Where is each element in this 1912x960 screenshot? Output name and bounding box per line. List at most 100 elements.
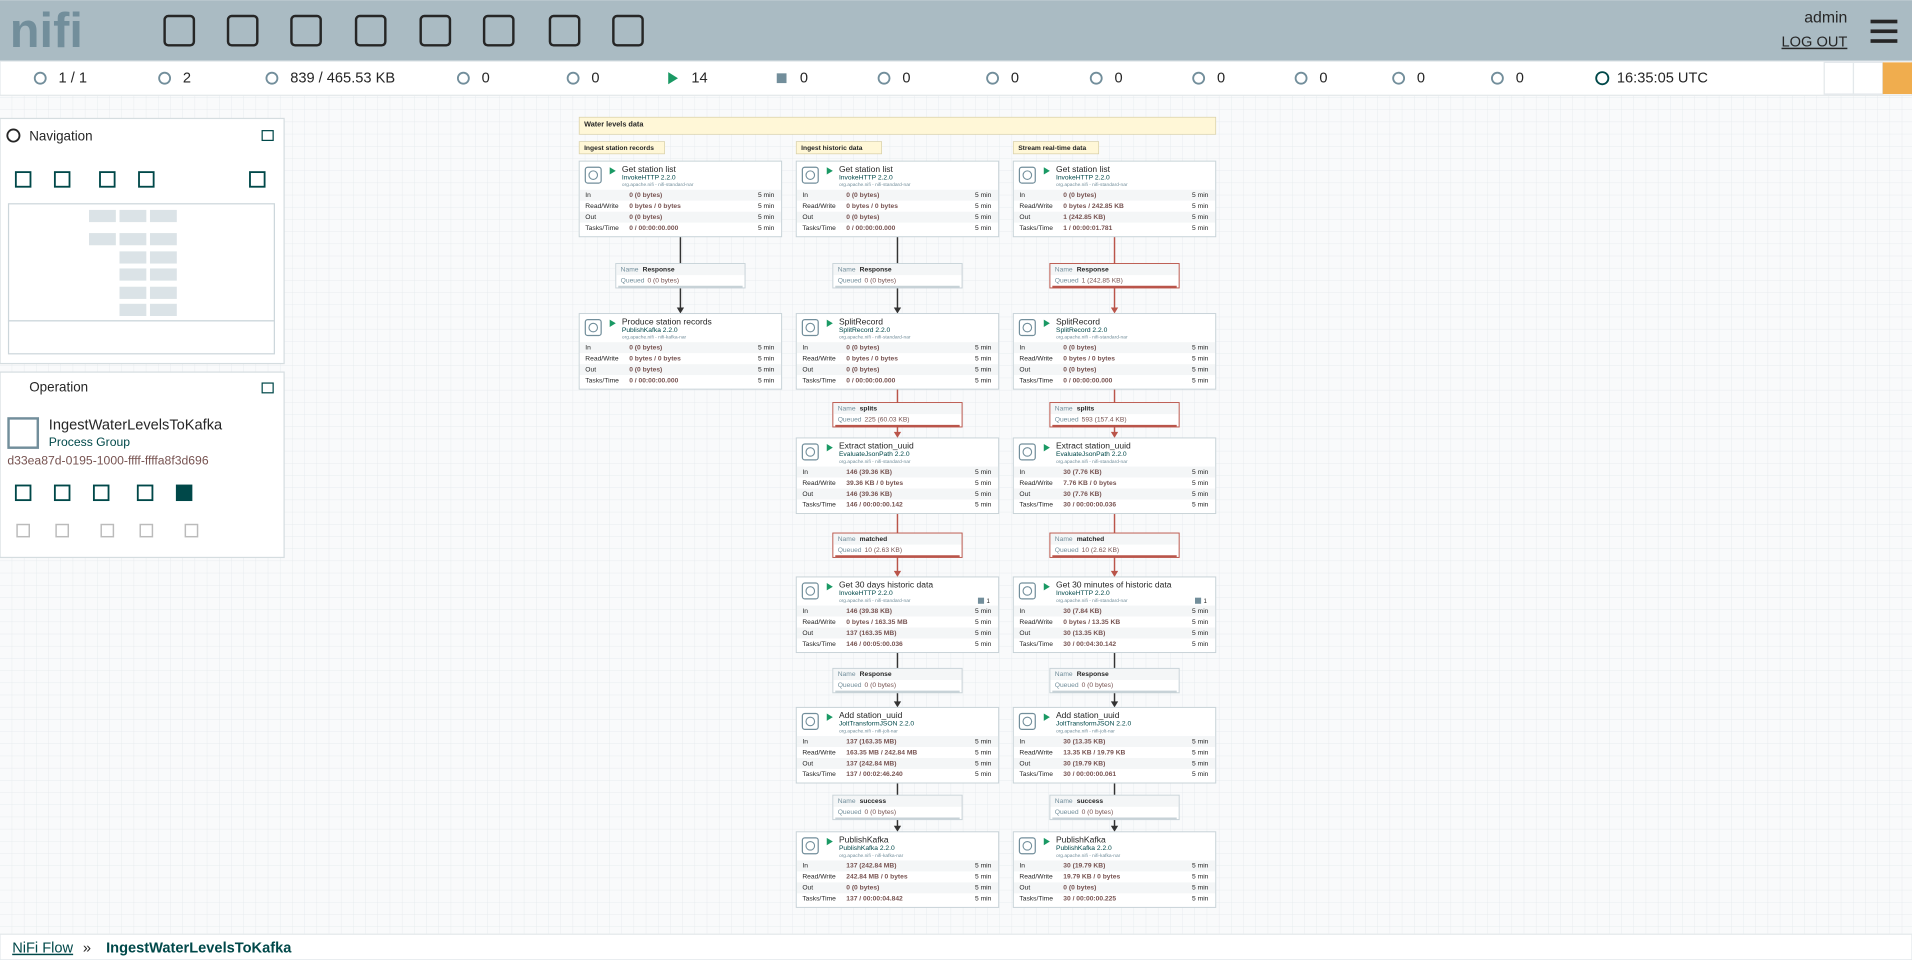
toolbar-button[interactable]	[290, 14, 322, 47]
operation-button[interactable]	[53, 484, 71, 502]
stat-row	[796, 616, 999, 628]
operation-button[interactable]	[92, 484, 110, 502]
stat-window: 5 min	[1192, 366, 1209, 373]
stat-label: Out	[802, 214, 813, 221]
stat-row	[1013, 466, 1216, 478]
connection-field: Name	[838, 405, 856, 412]
toolbar-button[interactable]	[163, 14, 196, 47]
collapse-button[interactable]	[261, 382, 274, 394]
stat-value: 0 (0 bytes)	[1063, 885, 1096, 892]
menu-button[interactable]	[1870, 19, 1898, 43]
stat-label: In	[1019, 469, 1025, 476]
stat-window: 5 min	[1192, 469, 1209, 476]
operation-button[interactable]	[16, 523, 30, 538]
stat-label: Out	[585, 214, 596, 221]
stat-window: 5 min	[758, 366, 775, 373]
group-label[interactable]	[578, 141, 665, 155]
processor-bundle: org.apache.nifi - nifi-standard-nar	[622, 182, 694, 188]
connection-name: Response	[1077, 266, 1109, 273]
connection-queued: 0 (0 bytes)	[865, 682, 897, 689]
stat-row	[796, 882, 999, 894]
stat-row	[1013, 638, 1216, 650]
nav-button[interactable]	[249, 171, 266, 188]
stat-row	[796, 758, 999, 769]
collapse-button[interactable]	[261, 130, 274, 142]
stat-window: 5 min	[975, 641, 992, 648]
stat-label: In	[802, 344, 808, 351]
flow-config-button[interactable]	[1882, 62, 1912, 95]
toolbar-button[interactable]	[548, 14, 581, 47]
processor-type: InvokeHTTP 2.2.0	[839, 174, 893, 181]
search-button[interactable]	[1823, 61, 1855, 95]
connection-arrow	[1110, 701, 1119, 708]
operation-button[interactable]	[139, 523, 154, 538]
stat-row	[1013, 627, 1216, 639]
connection-field: Name	[1055, 266, 1073, 273]
status-icon	[1294, 71, 1308, 85]
stat-window: 5 min	[1192, 502, 1209, 509]
stat-value: 30 (7.76 KB)	[1063, 469, 1101, 476]
stat-label: Tasks/Time	[1019, 377, 1053, 384]
processor-icon-detail	[805, 322, 816, 333]
breadcrumb-root[interactable]: NiFi Flow	[12, 941, 73, 957]
stat-window: 5 min	[975, 344, 992, 351]
nav-button[interactable]	[14, 171, 32, 188]
processor-name: Add station_uuid	[1056, 710, 1120, 720]
stat-row	[796, 364, 999, 376]
processor-type: InvokeHTTP 2.2.0	[1056, 590, 1110, 597]
bulletin-button[interactable]	[1852, 61, 1884, 95]
toolbar-button[interactable]	[612, 14, 644, 47]
processor-bundle: org.apache.nifi - nifi-standard-nar	[1056, 335, 1128, 341]
processor-bundle: org.apache.nifi - nifi-jolt-nar	[1056, 728, 1115, 734]
run-status	[1043, 319, 1050, 327]
processor-icon	[584, 319, 602, 337]
stat-value: 1 / 00:00:01.781	[1063, 225, 1112, 232]
toolbar-button[interactable]	[419, 14, 452, 47]
operation-button[interactable]	[55, 523, 70, 538]
toolbar-button[interactable]	[482, 14, 515, 47]
stat-value: 0 (0 bytes)	[846, 885, 879, 892]
stat-window: 5 min	[975, 491, 992, 498]
processor-icon-detail	[1022, 840, 1033, 851]
group-label[interactable]	[1012, 141, 1100, 155]
stat-value: 0 bytes / 0 bytes	[629, 203, 681, 210]
processor-icon	[584, 166, 602, 184]
stat-label: Read/Write	[585, 203, 619, 210]
operation-button[interactable]	[184, 523, 199, 538]
operation-button[interactable]	[175, 484, 193, 502]
stat-row	[796, 768, 999, 780]
connection-field: Name	[1055, 536, 1073, 543]
processor-bundle: org.apache.nifi - nifi-standard-nar	[1056, 598, 1128, 604]
toolbar-button[interactable]	[226, 14, 259, 47]
stat-value: 0 / 00:00:00.000	[629, 225, 678, 232]
stat-window: 5 min	[975, 738, 992, 745]
processor-type: JoltTransformJSON 2.2.0	[839, 721, 914, 728]
user-name: admin	[1804, 10, 1847, 27]
stat-window: 5 min	[975, 885, 992, 892]
canvas-label[interactable]	[578, 116, 1217, 135]
connection-name-row	[833, 533, 962, 545]
nav-button[interactable]	[138, 171, 155, 188]
stat-row	[796, 638, 999, 650]
stat-window: 5 min	[975, 480, 992, 487]
operation-button[interactable]	[136, 484, 154, 502]
operation-button[interactable]	[100, 523, 115, 538]
toolbar-button[interactable]	[354, 14, 387, 47]
operation-button[interactable]	[14, 484, 32, 502]
minimap-thumbs	[89, 209, 177, 316]
connection-field: Queued	[838, 547, 862, 554]
canvas-label-text: Water levels data	[584, 119, 644, 128]
stat-label: Out	[802, 885, 813, 892]
logout-link[interactable]: LOG OUT	[1782, 35, 1848, 51]
connection-field: Queued	[1055, 682, 1079, 689]
status-icon	[1491, 71, 1504, 85]
connection-queued: 10 (2.62 KB)	[1082, 547, 1120, 554]
processor-bundle: org.apache.nifi - nifi-jolt-nar	[839, 728, 898, 734]
status-icon	[668, 72, 678, 85]
stat-row	[796, 200, 999, 212]
stat-value: 146 / 00:05:00.036	[846, 641, 903, 648]
group-label[interactable]	[795, 141, 882, 155]
nav-button[interactable]	[99, 171, 116, 188]
nav-button[interactable]	[53, 171, 71, 188]
stat-label: Out	[802, 760, 813, 767]
